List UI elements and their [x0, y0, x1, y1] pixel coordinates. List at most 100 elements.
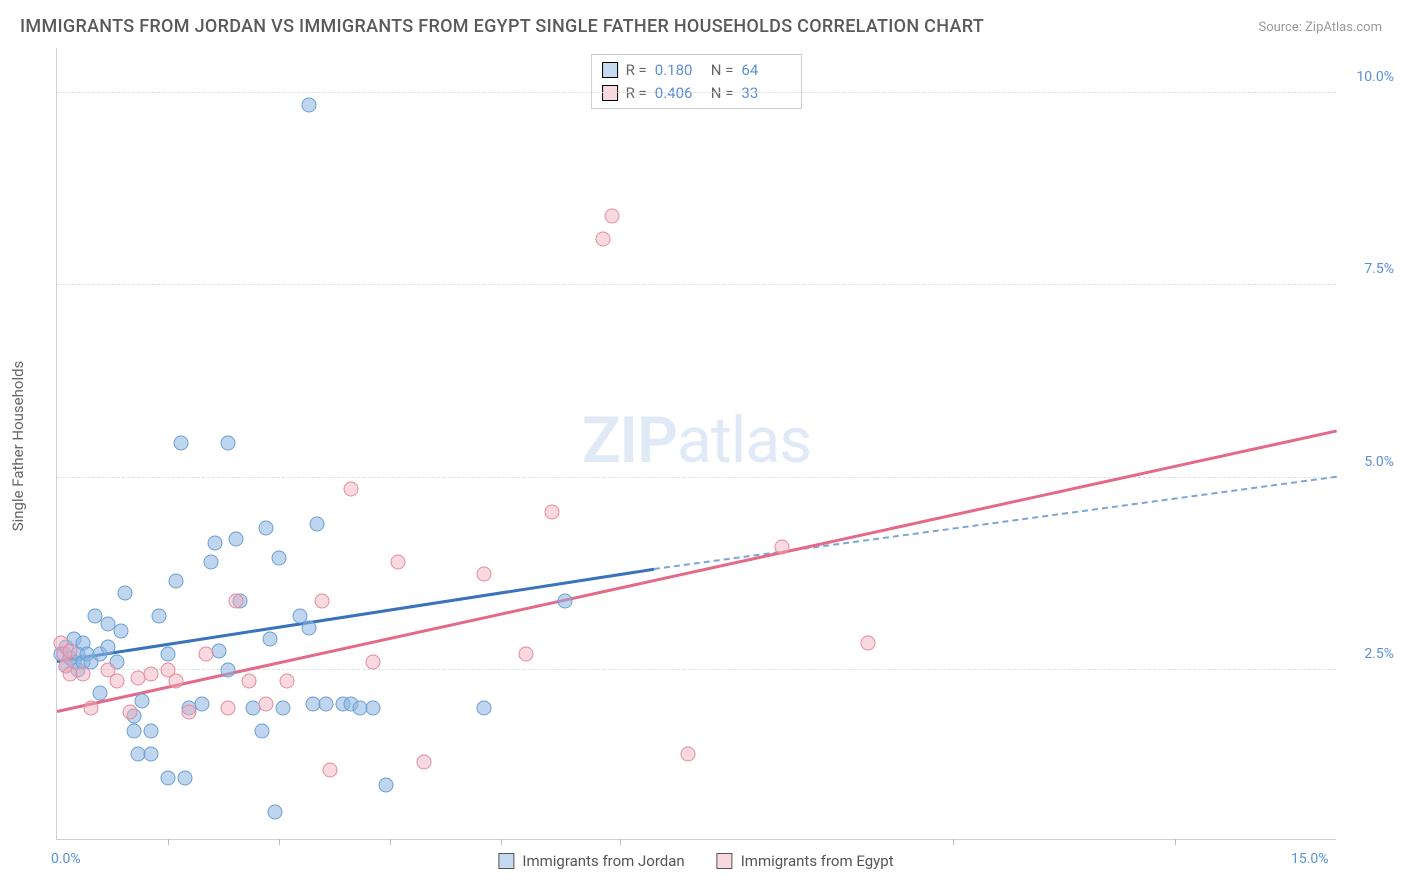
stats-row-jordan: R = 0.180 N = 64 [602, 59, 790, 82]
data-point [229, 593, 244, 608]
y-tick-label: 10.0% [1344, 69, 1394, 85]
data-point [519, 647, 534, 662]
watermark: ZIPatlas [582, 402, 811, 477]
data-point [314, 593, 329, 608]
x-tick [620, 839, 621, 845]
data-point [143, 747, 158, 762]
data-point [92, 685, 107, 700]
data-point [84, 701, 99, 716]
data-point [378, 778, 393, 793]
data-point [220, 436, 235, 451]
data-point [310, 516, 325, 531]
data-point [118, 585, 133, 600]
data-point [203, 555, 218, 570]
data-point [391, 555, 406, 570]
x-tick [1175, 839, 1176, 845]
x-tick-label: 0.0% [51, 851, 81, 867]
x-tick [953, 839, 954, 845]
data-point [220, 701, 235, 716]
data-point [259, 520, 274, 535]
swatch-blue-icon [602, 62, 618, 78]
data-point [242, 674, 257, 689]
data-point [109, 674, 124, 689]
data-point [365, 655, 380, 670]
data-point [160, 647, 175, 662]
data-point [365, 701, 380, 716]
y-tick-label: 2.5% [1344, 646, 1394, 662]
data-point [169, 574, 184, 589]
data-point [101, 639, 116, 654]
stat-r-label: R = [626, 59, 647, 82]
data-point [318, 697, 333, 712]
y-tick-label: 7.5% [1344, 261, 1394, 277]
gridline [57, 477, 1336, 478]
x-tick [501, 839, 502, 845]
x-tick [390, 839, 391, 845]
data-point [681, 747, 696, 762]
stats-legend-box: R = 0.180 N = 64 R = 0.406 N = 33 [591, 54, 803, 109]
swatch-blue-icon [498, 853, 514, 869]
data-point [344, 482, 359, 497]
gridline [57, 284, 1336, 285]
data-point [199, 647, 214, 662]
data-point [544, 505, 559, 520]
data-point [271, 551, 286, 566]
data-point [476, 701, 491, 716]
stat-r-value: 0.180 [655, 59, 703, 82]
data-point [775, 539, 790, 554]
data-point [195, 697, 210, 712]
data-point [476, 566, 491, 581]
source-attribution: Source: ZipAtlas.com [1258, 20, 1382, 35]
data-point [276, 701, 291, 716]
data-point [557, 593, 572, 608]
data-point [114, 624, 129, 639]
data-point [604, 209, 619, 224]
data-point [596, 232, 611, 247]
bottom-legend: Immigrants from Jordan Immigrants from E… [498, 852, 893, 870]
gridline [57, 92, 1336, 93]
data-point [207, 535, 222, 550]
data-point [416, 755, 431, 770]
data-point [263, 632, 278, 647]
swatch-pink-icon [717, 853, 733, 869]
data-point [301, 620, 316, 635]
data-point [160, 770, 175, 785]
stat-n-value: 64 [741, 59, 789, 82]
stat-n-label: N = [711, 59, 734, 82]
plot-region: ZIPatlas R = 0.180 N = 64 R = 0.406 N = … [56, 48, 1336, 840]
data-point [212, 643, 227, 658]
data-point [254, 724, 269, 739]
data-point [178, 770, 193, 785]
data-point [143, 666, 158, 681]
data-point [122, 705, 137, 720]
data-point [62, 643, 77, 658]
data-point [280, 674, 295, 689]
chart-title: IMMIGRANTS FROM JORDAN VS IMMIGRANTS FRO… [20, 16, 984, 37]
data-point [126, 724, 141, 739]
data-point [259, 697, 274, 712]
legend-label: Immigrants from Egypt [741, 852, 894, 870]
data-point [220, 662, 235, 677]
data-point [229, 532, 244, 547]
data-point [182, 705, 197, 720]
y-axis-label: Single Father Households [9, 361, 27, 532]
data-point [169, 674, 184, 689]
data-point [267, 805, 282, 820]
data-point [75, 666, 90, 681]
x-tick [168, 839, 169, 845]
legend-label: Immigrants from Jordan [522, 852, 684, 870]
x-tick [279, 839, 280, 845]
data-point [860, 635, 875, 650]
legend-item-jordan: Immigrants from Jordan [498, 852, 684, 870]
data-point [152, 609, 167, 624]
data-point [135, 693, 150, 708]
legend-item-egypt: Immigrants from Egypt [717, 852, 894, 870]
data-point [143, 724, 158, 739]
data-point [173, 436, 188, 451]
data-point [301, 97, 316, 112]
y-tick-label: 5.0% [1344, 454, 1394, 470]
data-point [323, 762, 338, 777]
regression-line [57, 567, 655, 662]
x-tick-label: 15.0% [1291, 851, 1329, 867]
chart-area: ZIPatlas R = 0.180 N = 64 R = 0.406 N = … [56, 48, 1336, 840]
